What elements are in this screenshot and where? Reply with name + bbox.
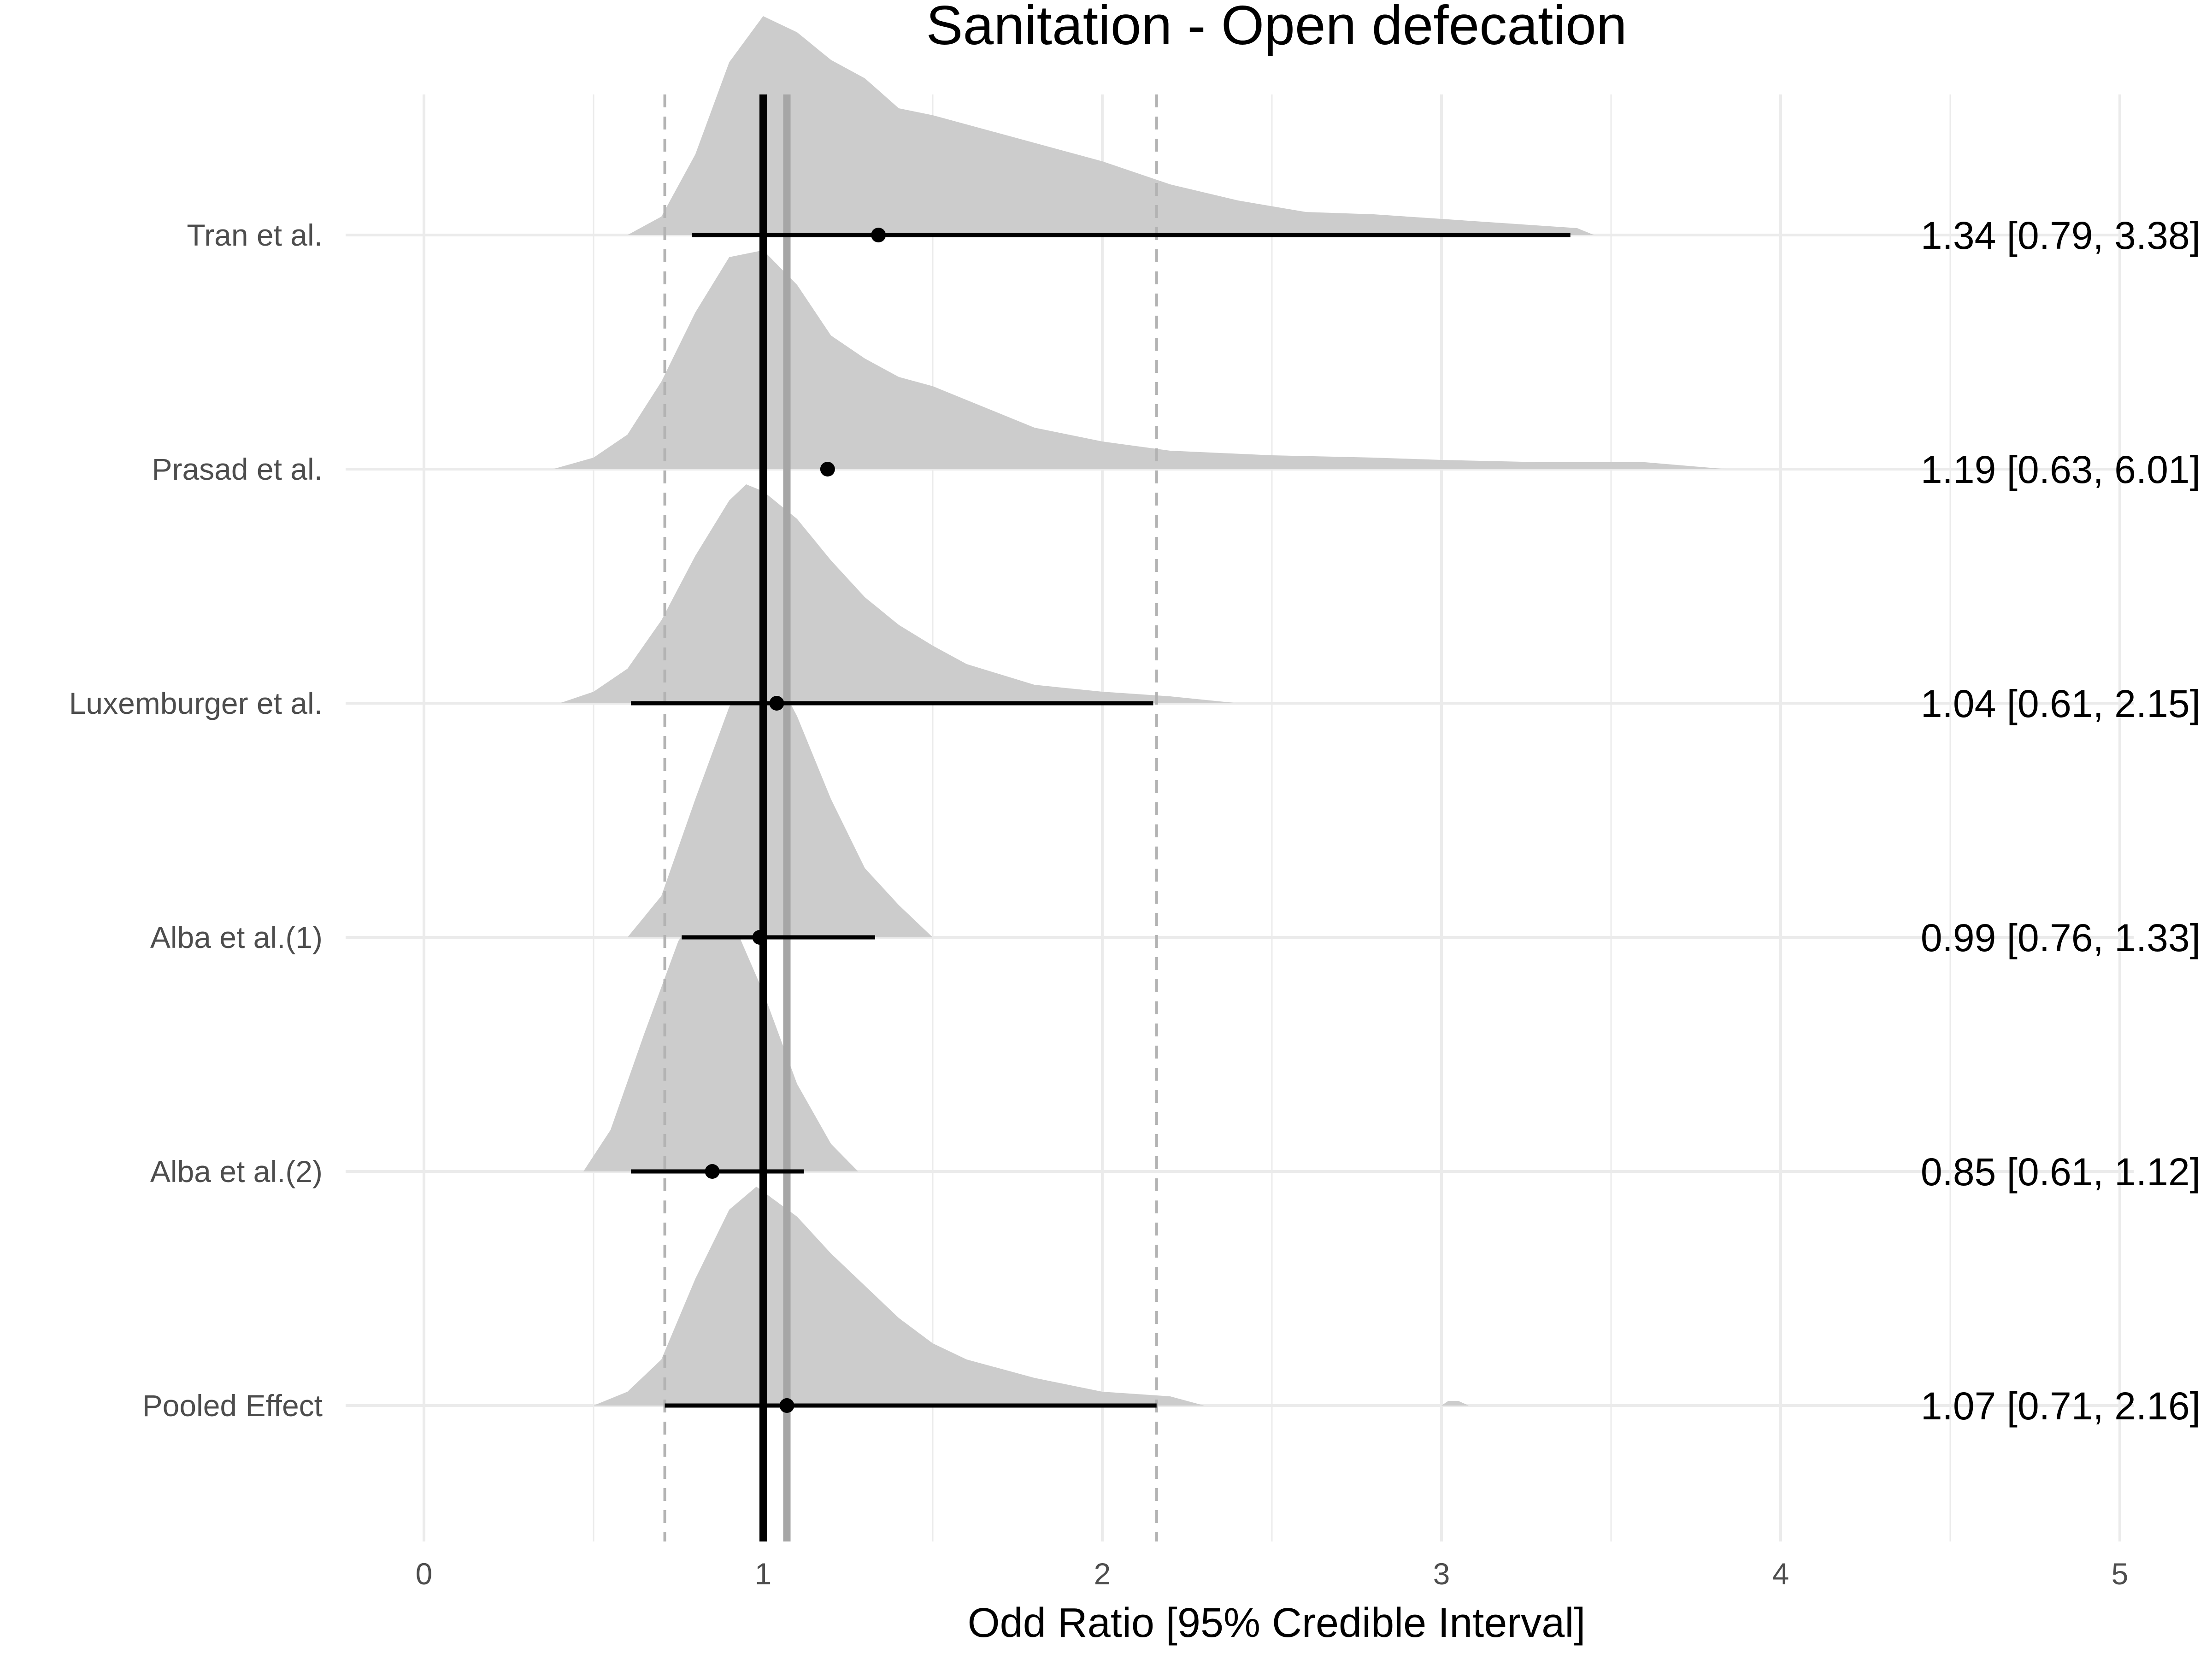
study-label: Alba et al.(2) bbox=[150, 1154, 323, 1188]
estimate-annotation: 0.99 [0.76, 1.33] bbox=[1921, 916, 2200, 959]
chart-title: Sanitation - Open defecation bbox=[926, 0, 1627, 56]
study-label: Alba et al.(1) bbox=[150, 920, 323, 954]
credible-intervals bbox=[630, 228, 1571, 1413]
x-axis-ticks: 0 1 2 3 4 5 bbox=[416, 1557, 2129, 1591]
estimate-annotation: 0.85 [0.61, 1.12] bbox=[1921, 1150, 2200, 1194]
estimate-annotation: 1.07 [0.71, 2.16] bbox=[1921, 1384, 2200, 1428]
density-curve bbox=[559, 484, 1238, 703]
point-estimate bbox=[820, 462, 835, 477]
density-curve bbox=[594, 1187, 1469, 1406]
x-tick-label: 5 bbox=[2112, 1557, 2129, 1591]
point-estimate bbox=[752, 930, 767, 945]
study-label: Tran et al. bbox=[187, 218, 323, 252]
x-tick-label: 1 bbox=[755, 1557, 772, 1591]
estimate-annotations: 1.34 [0.79, 3.38] 1.19 [0.63, 6.01] 1.04 [… bbox=[1921, 214, 2200, 1428]
estimate-annotation: 1.34 [0.79, 3.38] bbox=[1921, 214, 2200, 257]
study-label: Prasad et al. bbox=[152, 452, 323, 486]
study-label: Pooled Effect bbox=[142, 1388, 323, 1423]
grid bbox=[346, 94, 2134, 1541]
density-curve bbox=[627, 661, 933, 937]
point-estimate bbox=[871, 228, 886, 242]
point-estimate bbox=[769, 696, 784, 711]
density-curve bbox=[553, 250, 1727, 469]
x-tick-label: 4 bbox=[1772, 1557, 1789, 1591]
estimate-annotation: 1.04 [0.61, 2.15] bbox=[1921, 682, 2200, 725]
point-estimate bbox=[779, 1398, 794, 1413]
x-tick-label: 2 bbox=[1094, 1557, 1111, 1591]
reference-lines bbox=[663, 94, 1158, 1541]
density-curve bbox=[627, 16, 1594, 235]
estimate-annotation: 1.19 [0.63, 6.01] bbox=[1921, 448, 2200, 491]
study-label: Luxemburger et al. bbox=[69, 686, 323, 720]
density-curves bbox=[553, 16, 1727, 1406]
study-labels: Tran et al. Prasad et al. Luxemburger et a… bbox=[69, 218, 323, 1423]
x-tick-label: 3 bbox=[1433, 1557, 1450, 1591]
point-estimate bbox=[705, 1164, 720, 1179]
x-tick-label: 0 bbox=[416, 1557, 433, 1591]
x-axis-title: Odd Ratio [95% Credible Interval] bbox=[968, 1600, 1586, 1646]
